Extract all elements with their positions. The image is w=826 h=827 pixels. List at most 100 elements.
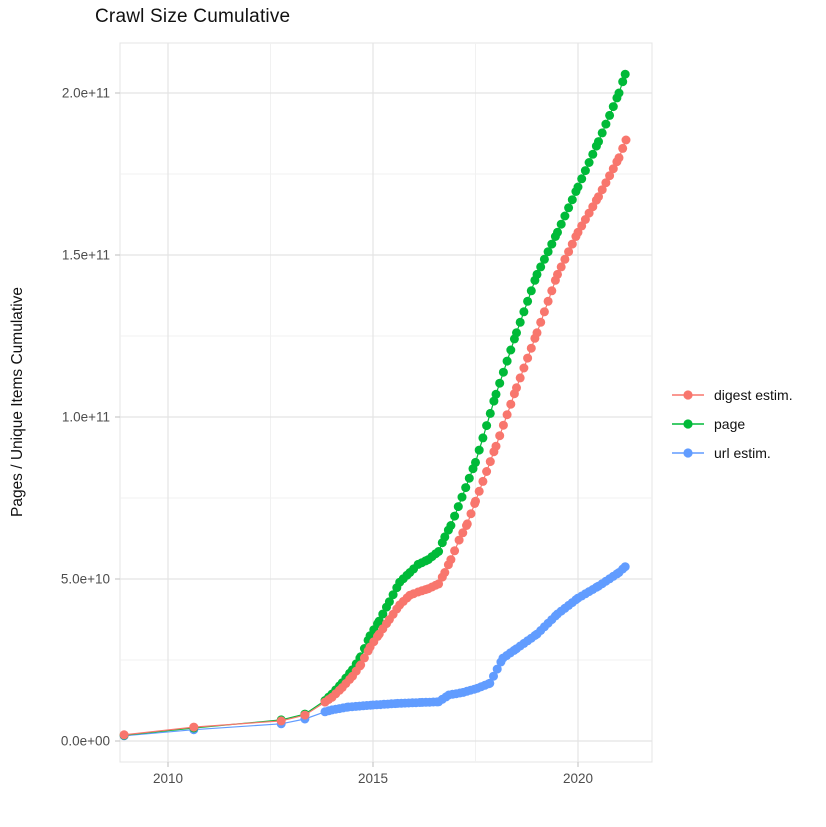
data-point: [532, 269, 542, 279]
x-tick-label: 2020: [563, 771, 593, 786]
data-point: [547, 239, 557, 249]
data-point: [440, 532, 450, 542]
data-point: [485, 408, 495, 418]
data-point: [567, 239, 577, 249]
data-point: [189, 722, 199, 732]
data-point: [478, 476, 488, 486]
data-point: [474, 445, 484, 455]
y-axis-title: Pages / Unique Items Cumulative: [9, 287, 26, 517]
legend-key-icon: [672, 389, 704, 400]
data-point: [458, 528, 468, 538]
data-point: [485, 457, 495, 467]
data-point: [489, 396, 499, 406]
data-point: [491, 441, 501, 451]
x-tick-label: 2015: [358, 771, 388, 786]
data-point: [567, 195, 577, 205]
data-point: [539, 307, 549, 317]
data-point: [466, 509, 476, 519]
data-point: [506, 345, 516, 355]
data-point: [523, 296, 533, 306]
data-point: [495, 378, 505, 388]
data-point: [450, 511, 460, 521]
data-point: [300, 710, 310, 720]
data-point: [597, 128, 607, 138]
data-point: [536, 262, 546, 272]
data-point: [457, 492, 467, 502]
data-point: [556, 219, 566, 229]
data-point: [471, 457, 480, 467]
data-point: [594, 137, 603, 147]
data-point: [498, 367, 508, 377]
y-tick-label: 1.0e+11: [62, 410, 110, 425]
data-point: [536, 317, 546, 327]
data-point: [573, 182, 583, 192]
legend-item-page: page: [671, 409, 793, 438]
data-point: [608, 102, 618, 112]
data-point: [605, 171, 615, 181]
y-tick-label: 5.0e+10: [61, 572, 110, 587]
data-point: [119, 730, 129, 740]
y-tick-label: 1.5e+11: [62, 248, 110, 263]
data-point: [506, 399, 516, 409]
data-point: [523, 353, 533, 363]
data-point: [532, 328, 542, 338]
data-point: [584, 158, 594, 167]
data-point: [553, 269, 562, 279]
data-point: [608, 164, 618, 174]
data-point: [605, 110, 615, 120]
data-point: [614, 88, 624, 98]
data-point: [491, 389, 501, 399]
data-point: [495, 431, 505, 441]
data-point: [462, 519, 472, 529]
data-point: [564, 247, 574, 257]
data-point: [543, 247, 553, 257]
y-tick-label: 2.0e+11: [62, 86, 110, 101]
data-point: [564, 203, 574, 213]
data-point: [512, 383, 521, 393]
data-point: [560, 211, 570, 221]
data-point: [276, 716, 286, 726]
legend-item-digest-estim: digest estim.: [671, 380, 793, 409]
legend-label: url estim.: [714, 444, 771, 461]
data-point: [515, 317, 525, 327]
data-point: [519, 363, 529, 373]
data-point: [434, 579, 444, 589]
data-point: [374, 616, 384, 626]
data-point: [454, 535, 464, 545]
data-point: [388, 590, 398, 600]
data-point: [446, 521, 456, 530]
data-point: [461, 483, 471, 493]
data-point: [498, 420, 508, 430]
data-point: [519, 307, 529, 317]
series-line: [124, 566, 626, 737]
data-point: [492, 664, 502, 674]
data-point: [588, 149, 598, 159]
data-point: [482, 467, 492, 476]
legend-item-url-estim: url estim.: [671, 438, 793, 467]
data-point: [547, 286, 557, 296]
data-point: [560, 254, 570, 264]
data-point: [482, 421, 492, 431]
chart-title: Crawl Size Cumulative: [95, 6, 291, 27]
legend: digest estim. page url estim.: [671, 380, 793, 467]
legend-key-icon: [672, 418, 704, 429]
data-point: [556, 262, 566, 272]
legend-key-point: [683, 389, 693, 400]
data-point: [502, 356, 512, 366]
data-point: [620, 562, 630, 572]
data-point: [621, 135, 631, 145]
data-point: [512, 328, 521, 338]
legend-key-point: [683, 447, 693, 458]
data-point: [614, 153, 624, 163]
data-point: [453, 502, 463, 512]
series-digest-estim: [119, 135, 631, 740]
data-point: [485, 678, 495, 688]
x-tick-label: 2010: [153, 771, 183, 786]
legend-key-icon: [672, 447, 704, 458]
series-url-estim: [119, 562, 630, 741]
data-point: [356, 660, 366, 670]
data-point: [359, 653, 369, 663]
data-point: [601, 178, 611, 188]
